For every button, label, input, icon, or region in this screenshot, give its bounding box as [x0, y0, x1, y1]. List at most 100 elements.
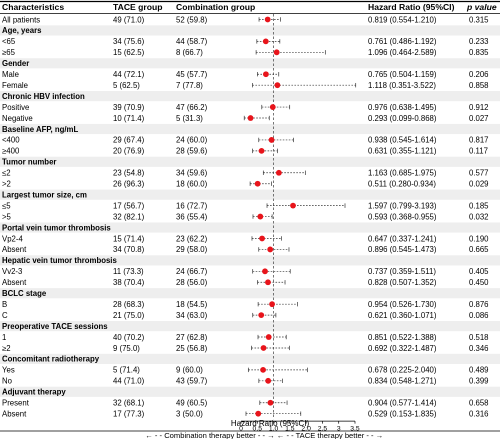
row-24-label: Absent: [2, 278, 27, 287]
row-6-combination-group: 7 (77.8): [176, 81, 203, 90]
row-12-label: ≥400: [2, 147, 20, 156]
row-9-hr-point: [247, 115, 254, 121]
row-6-label: Female: [2, 81, 28, 90]
row-8-hazard-ratio-text: 0.976 (0.638-1.495): [368, 103, 437, 112]
row-18-p-value: 0.032: [469, 212, 489, 221]
row-12-hr-point: [258, 147, 265, 154]
row-20-tace-group: 15 (71.4): [113, 234, 145, 243]
row-36-tace-group: 17 (77.3): [113, 409, 145, 418]
row-33-p-value: 0.399: [469, 377, 489, 386]
row-23-combination-group: 24 (66.7): [176, 267, 208, 276]
row-21-label: Absent: [2, 245, 27, 254]
row-14-hr-point: [275, 169, 282, 176]
group-header-bg-25: [0, 288, 500, 299]
row-0-tace-group: 49 (71.0): [113, 15, 145, 24]
row-29-combination-group: 27 (62.8): [176, 333, 208, 342]
row-9-p-value: 0.027: [469, 114, 489, 123]
group-header-bg-31: [0, 353, 500, 364]
row-17-label: ≤5: [2, 201, 11, 210]
group-header-bg-10: [0, 123, 500, 135]
header-tace-group: TACE group: [113, 2, 163, 12]
row-15-hazard-ratio-text: 0.511 (0.280-0.934): [368, 180, 436, 189]
group-header-bg-22: [0, 255, 500, 266]
x-tick-label-4: 2.0: [301, 426, 311, 433]
row-2-p-value: 0.233: [469, 37, 489, 46]
group-header-bg-34: [0, 386, 500, 397]
x-axis-label: Hazard Ratio (95%CI): [231, 419, 310, 428]
row-30-combination-group: 25 (56.8): [176, 344, 208, 353]
group-header-13: Tumor number: [2, 158, 56, 167]
row-2-combination-group: 44 (58.7): [176, 37, 208, 46]
group-header-bg-16: [0, 189, 500, 200]
row-9-hazard-ratio-text: 0.293 (0.099-0.868): [368, 114, 437, 123]
header-combination-group: Combination group: [176, 2, 255, 12]
row-33-hr-point: [265, 377, 272, 384]
footer-combination-better: ← - - Combination therapy better - - →: [145, 431, 275, 439]
row-3-hazard-ratio-text: 1.096 (0.464-2.589): [368, 48, 437, 57]
row-20-hr-point: [259, 235, 265, 242]
row-27-hazard-ratio-text: 0.621 (0.360-1.071): [368, 311, 437, 320]
x-tick-label-7: 3.5: [350, 426, 360, 433]
row-32-hazard-ratio-text: 0.678 (0.225-2.040): [368, 366, 437, 375]
row-15-hr-point: [254, 180, 261, 187]
row-0-combination-group: 52 (59.8): [176, 15, 208, 24]
group-header-4: Gender: [2, 59, 29, 68]
row-5-hr-point: [263, 71, 269, 78]
row-17-combination-group: 16 (72.7): [176, 201, 208, 210]
row-3-combination-group: 8 (66.7): [176, 48, 203, 57]
group-header-7: Chronic HBV infection: [2, 92, 85, 101]
header-hazard-ratio: Hazard Ratio (95%CI): [368, 2, 455, 12]
row-9-label: Negative: [2, 114, 33, 123]
row-35-p-value: 0.658: [469, 399, 489, 408]
group-header-10: Baseline AFP, ng/mL: [2, 125, 78, 134]
row-15-tace-group: 26 (96.3): [113, 180, 145, 189]
x-tick-label-3: 1.5: [285, 426, 295, 433]
row-17-hr-point: [290, 202, 296, 209]
row-3-p-value: 0.835: [469, 48, 489, 57]
row-8-label: Positive: [2, 103, 29, 112]
header-p-value: p value: [466, 2, 497, 12]
row-5-label: Male: [2, 70, 19, 79]
row-30-hazard-ratio-text: 0.692 (0.322-1.487): [368, 344, 437, 353]
row-17-p-value: 0.185: [469, 201, 489, 210]
row-21-combination-group: 29 (58.0): [176, 245, 208, 254]
group-header-bg-4: [0, 58, 500, 69]
row-14-hazard-ratio-text: 1.163 (0.685-1.975): [368, 169, 437, 178]
x-tick-label-0: 0: [239, 426, 243, 433]
row-12-combination-group: 28 (59.6): [176, 147, 208, 156]
group-header-bg-7: [0, 91, 500, 102]
row-27-hr-point: [258, 312, 265, 319]
row-26-p-value: 0.876: [469, 300, 489, 309]
row-26-hazard-ratio-text: 0.954 (0.526-1.730): [368, 300, 437, 309]
row-18-label: >5: [2, 212, 12, 221]
row-14-combination-group: 34 (59.6): [176, 169, 208, 178]
x-tick-label-2: 1.0: [269, 426, 279, 433]
row-27-p-value: 0.086: [469, 311, 489, 320]
row-0-p-value: 0.315: [469, 15, 489, 24]
row-18-combination-group: 36 (55.4): [176, 212, 208, 221]
row-35-tace-group: 32 (68.1): [113, 399, 145, 408]
row-23-label: Vv2-3: [2, 267, 22, 276]
row-35-hr-point: [267, 399, 274, 406]
row-33-tace-group: 44 (71.0): [113, 377, 145, 386]
row-3-hr-point: [273, 49, 280, 56]
row-5-p-value: 0.206: [469, 70, 489, 79]
row-11-tace-group: 29 (67.4): [113, 136, 145, 145]
row-35-combination-group: 49 (60.5): [176, 399, 208, 408]
row-21-tace-group: 34 (70.8): [113, 245, 145, 254]
row-2-tace-group: 34 (75.6): [113, 37, 145, 46]
row-18-tace-group: 32 (82.1): [113, 212, 145, 221]
row-23-p-value: 0.405: [469, 267, 489, 276]
row-26-combination-group: 18 (54.5): [176, 300, 208, 309]
x-tick-label-6: 3: [337, 426, 341, 433]
row-14-label: ≤2: [2, 169, 11, 178]
row-32-p-value: 0.489: [469, 366, 489, 375]
row-26-hr-point: [269, 301, 275, 308]
group-header-25: BCLC stage: [2, 289, 47, 298]
group-header-28: Preoperative TACE sessions: [2, 322, 108, 331]
row-17-tace-group: 17 (56.7): [113, 201, 145, 210]
row-20-hazard-ratio-text: 0.647 (0.337-1.241): [368, 234, 437, 243]
row-29-p-value: 0.518: [469, 333, 489, 342]
row-21-p-value: 0.665: [469, 245, 489, 254]
row-17-hazard-ratio-text: 1.597 (0.799-3.193): [368, 201, 437, 210]
